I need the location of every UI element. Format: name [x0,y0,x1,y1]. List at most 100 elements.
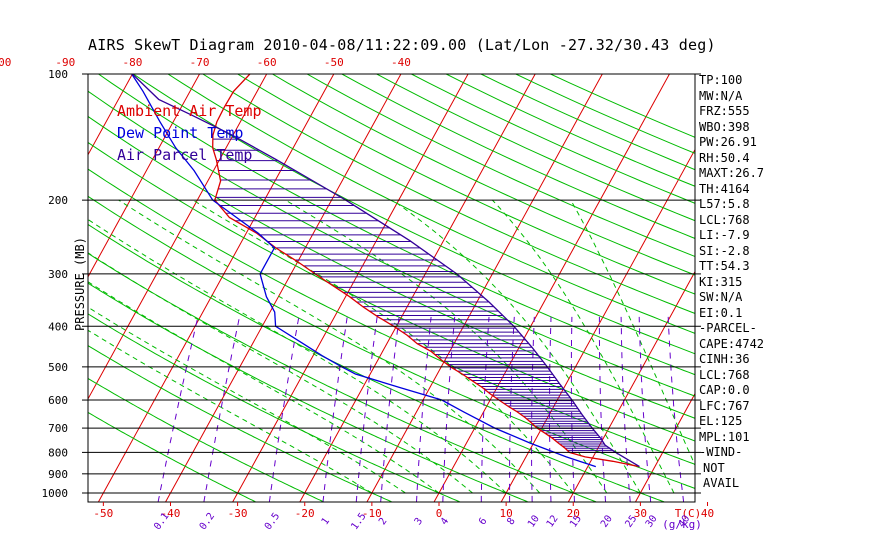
parcel-section-header: -PARCEL- [699,321,757,335]
dry-adiabat-line [88,90,695,397]
isotherm-line [770,65,870,502]
bottom-temp-tick-label: 20 [567,507,580,520]
mixing-ratio-unit-label: (g/kg) [662,518,702,531]
mixing-ratio-label: 6 [477,516,489,527]
mixing-ratio-label: 8 [505,516,517,527]
top-temp-tick-label: -80 [122,56,142,69]
stat-maxt: MAXT:26.7 [699,166,765,180]
pressure-tick-label: 100 [48,68,68,81]
stat-lfc: LFC:767 [699,398,750,413]
pressure-tick-label: 300 [48,268,68,281]
stat-parcel-lcl: LCL:768 [699,367,750,382]
isotherm-line [232,74,469,502]
x-axis-label: T(C) [675,507,702,520]
mixing-ratio-label: 12 [545,513,561,529]
bottom-temp-tick-label: 10 [500,507,513,520]
mixing-ratio-label: 10 [526,513,542,529]
dry-adiabat-line [88,223,665,502]
bottom-temp-tick-label: -50 [93,507,113,520]
stat-cap: CAP:0.0 [699,383,750,397]
pressure-tick-label: 1000 [42,487,69,500]
dry-adiabat-line [97,74,695,376]
mixing-ratio-label: 20 [599,514,615,530]
top-temp-tick-label: -40 [391,56,411,69]
legend-dew-point-temp: Dew Point Temp [117,124,244,142]
stat-sw: SW:N/A [699,290,743,304]
stat-mpl: MPL:101 [699,429,750,444]
top-temp-tick-label: -90 [55,56,75,69]
dry-adiabat-line [88,282,529,502]
bottom-temp-tick-label: 40 [701,507,714,520]
mixing-ratio-label: 4 [439,516,451,527]
stat-cinh: CINH:36 [699,352,750,366]
bottom-temp-tick-label: 0 [436,507,443,520]
top-temp-tick-label: -50 [324,56,344,69]
isotherm-line [165,74,402,502]
mixing-ratio-label: 3 [413,516,425,527]
wind-not: NOT [703,460,725,475]
bottom-temp-tick-label: -20 [295,507,315,520]
y-axis-label: PRESSURE (MB) [73,237,87,331]
isotherm-line [0,65,3,502]
mixing-ratio-label: 2 [377,516,389,527]
top-temp-tick-label: -60 [257,56,277,69]
stat-rh: RH:50.4 [699,150,750,165]
pressure-tick-label: 200 [48,194,68,207]
mixing-ratio-label: 1 [320,516,332,527]
stat-li: LI:-7.9 [699,228,750,242]
dry-adiabat-line [88,252,597,502]
bottom-temp-tick-label: 30 [634,507,647,520]
stat-th: TH:4164 [699,181,750,196]
isotherm-line [88,74,201,278]
top-temp-tick-label: -70 [190,56,210,69]
mixing-ratio-label: 0.2 [198,511,217,532]
chart-title: AIRS SkewT Diagram 2010-04-08/11:22:09.0… [88,36,716,54]
pressure-tick-label: 800 [48,446,68,459]
top-temp-tick-label: -100 [0,56,11,69]
dry-adiabat-line [88,345,393,502]
moist-adiabat-line [88,218,507,494]
stat-ei: EI:0.1 [699,305,743,320]
ambient-air-temp-line [212,74,640,468]
stat-l57: L57:5.8 [699,197,750,211]
mixing-ratio-label: 0.5 [263,511,282,532]
dry-adiabat-line [88,411,256,502]
stat-el: EL:125 [699,414,743,428]
isotherm-line [88,74,268,400]
bottom-temp-tick-label: -40 [161,507,181,520]
stat-mw: MW:N/A [699,88,743,103]
stat-pw: PW:26.91 [699,135,757,149]
dry-adiabat-line [132,74,695,355]
stat-tt: TT:54.3 [699,259,750,273]
stat-ki: KI:315 [699,274,743,289]
stat-cape: CAPE:4742 [699,336,765,351]
isotherm-line [366,74,603,502]
dry-adiabat-line [201,74,695,314]
legend-ambient-air-temp: Ambient Air Temp [117,102,262,120]
stat-wbo: WBO:398 [699,119,750,134]
isotherm-line [98,74,335,502]
pressure-tick-label: 700 [48,422,68,435]
isotherm-line [0,65,70,502]
dry-adiabat-line [167,74,695,334]
dry-adiabat-line [88,141,695,442]
dry-adiabat-line [445,74,695,187]
stat-si: SI:-2.8 [699,243,750,258]
isotherm-line [88,74,133,156]
pressure-tick-label: 400 [48,320,68,333]
wind-avail: AVAIL [703,476,740,490]
moist-adiabat-line [492,199,675,494]
isotherm-line [433,74,671,502]
dry-adiabat-line [88,195,695,489]
pressure-tick-label: 600 [48,394,68,407]
stat-lcl: LCL:768 [699,212,750,227]
dry-adiabat-line [236,74,695,295]
isotherm-line [299,74,536,502]
isotherm-line [567,270,695,502]
dry-adiabat-line [88,377,324,502]
bottom-temp-tick-label: -10 [362,507,382,520]
pressure-tick-label: 500 [48,361,68,374]
bottom-temp-tick-label: -30 [228,507,248,520]
stat-frz: FRZ:555 [699,104,750,118]
